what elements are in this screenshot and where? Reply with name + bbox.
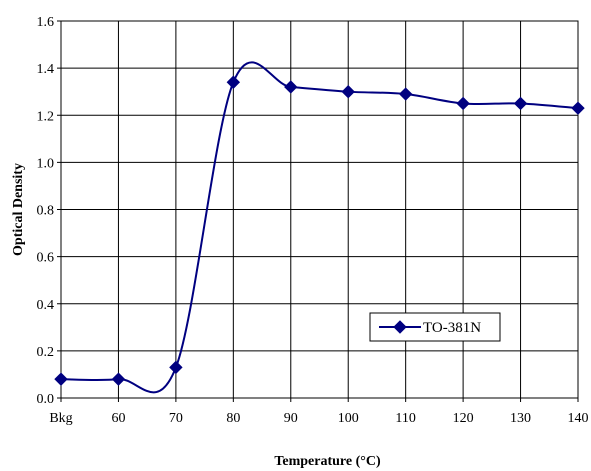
x-tick-label: 80 bbox=[226, 411, 240, 426]
y-tick-label: 0.6 bbox=[37, 251, 55, 266]
series-layer bbox=[54, 61, 585, 394]
data-point-marker bbox=[571, 101, 585, 115]
data-point-marker bbox=[284, 80, 298, 94]
x-tick-label: 120 bbox=[453, 411, 474, 426]
y-tick-label: 1.0 bbox=[37, 156, 55, 171]
x-tick-label: 70 bbox=[169, 411, 183, 426]
legend-box bbox=[369, 312, 501, 342]
x-tick-label: 140 bbox=[568, 411, 589, 426]
data-point-marker bbox=[456, 96, 470, 111]
data-point-marker bbox=[398, 87, 413, 101]
legend-sample bbox=[379, 320, 421, 334]
y-tick-label: 0.8 bbox=[37, 204, 55, 219]
data-point-marker bbox=[513, 96, 528, 111]
data-point-marker bbox=[169, 360, 183, 375]
x-tick-label: 130 bbox=[510, 411, 531, 426]
legend-sample-marker bbox=[393, 320, 407, 334]
legend-label-to-381n: TO-381N bbox=[423, 320, 481, 336]
data-point-marker bbox=[226, 75, 241, 89]
x-tick-label: 90 bbox=[284, 411, 298, 426]
y-tick-label: 0.4 bbox=[37, 298, 55, 313]
legend: TO-381N bbox=[369, 312, 501, 342]
series-line-to-381n bbox=[60, 61, 579, 394]
x-axis-title: Temperature (°C) bbox=[274, 454, 381, 469]
x-tick-labels: Bkg 60 70 80 90 100 110 120 130 140 bbox=[49, 398, 589, 426]
data-point-marker bbox=[341, 84, 355, 99]
data-point-marker bbox=[111, 372, 126, 386]
y-tick-labels: 0.0 0.2 0.4 0.6 0.8 1.0 1.2 1.4 1.6 bbox=[37, 15, 61, 407]
x-tick-label: 60 bbox=[111, 411, 125, 426]
x-tick-label: Bkg bbox=[49, 411, 72, 426]
x-tick-label: 100 bbox=[338, 411, 359, 426]
x-tick-label: 110 bbox=[395, 411, 415, 426]
y-tick-label: 1.6 bbox=[37, 15, 55, 30]
y-axis-title: Optical Density bbox=[11, 163, 26, 256]
data-point-marker bbox=[54, 372, 68, 386]
y-tick-label: 0.0 bbox=[37, 392, 55, 407]
y-tick-label: 1.4 bbox=[37, 62, 55, 77]
y-tick-label: 1.2 bbox=[37, 109, 55, 124]
y-tick-label: 0.2 bbox=[37, 345, 55, 360]
